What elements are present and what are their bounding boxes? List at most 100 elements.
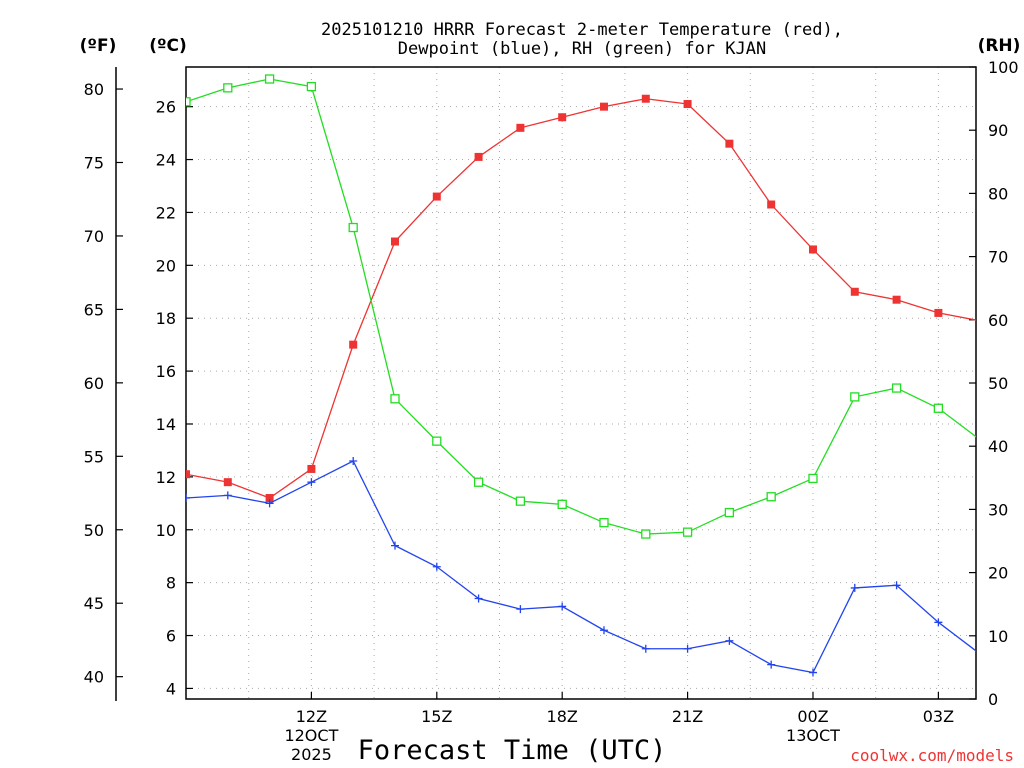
x-tick-label: 12OCT <box>284 726 338 745</box>
rh-point <box>641 529 651 539</box>
x-tick-label: 13OCT <box>786 726 840 745</box>
rh-tick-label: 20 <box>988 564 1008 583</box>
temperature-point <box>767 200 776 209</box>
rh-tick-label: 10 <box>988 627 1008 646</box>
dewpoint-point <box>683 644 692 653</box>
temperature-line <box>186 98 976 499</box>
fahrenheit-tick-label: 60 <box>84 374 104 393</box>
x-axis-label: Forecast Time (UTC) <box>358 735 667 766</box>
dewpoint-point <box>767 660 776 669</box>
dewpoint-point <box>349 457 358 466</box>
rh-point <box>724 507 735 518</box>
rh-point <box>850 392 860 402</box>
rh-point <box>682 527 693 537</box>
temperature-point <box>307 464 316 473</box>
dewpoint-point <box>516 605 525 614</box>
temperature-point <box>599 102 608 111</box>
rh-point <box>264 74 275 84</box>
dewpoint-point <box>599 626 608 635</box>
temperature-point <box>683 100 692 109</box>
rh-point <box>599 518 609 528</box>
fahrenheit-tick-label: 45 <box>84 594 104 613</box>
fahrenheit-tick-label: 65 <box>84 300 104 319</box>
rh-point <box>933 403 944 413</box>
rh-tick-label: 40 <box>988 437 1008 456</box>
celsius-tick-label: 6 <box>166 627 176 646</box>
gridlines <box>186 67 976 699</box>
dewpoint-point <box>474 594 483 603</box>
celsius-tick-label: 10 <box>156 521 176 540</box>
chart-title-line-2: Dewpoint (blue), RH (green) for KJAN <box>398 39 766 59</box>
dewpoint-point <box>432 562 441 571</box>
dewpoint-point <box>265 499 274 508</box>
dewpoint-line <box>186 460 976 674</box>
rh-point <box>766 492 776 502</box>
rh-point <box>891 383 902 393</box>
rh-point <box>557 499 567 509</box>
series-rh <box>186 74 976 539</box>
x-tick-label: 00Z <box>797 707 828 726</box>
celsius-unit-label: (ºC) <box>149 36 187 56</box>
temperature-point <box>390 237 399 246</box>
series-dewpoint <box>186 457 976 677</box>
credit-text: coolwx.com/models <box>850 746 1014 765</box>
rh-point <box>473 477 484 487</box>
x-tick-label: 03Z <box>923 707 954 726</box>
rh-tick-label: 30 <box>988 500 1008 519</box>
dewpoint-point <box>641 644 650 653</box>
celsius-tick-label: 4 <box>166 679 176 698</box>
temperature-point <box>934 308 943 317</box>
celsius-tick-label: 8 <box>166 574 176 593</box>
temperature-point <box>474 152 483 161</box>
dewpoint-point <box>725 636 734 645</box>
temperature-point <box>558 113 567 122</box>
celsius-tick-label: 12 <box>156 468 176 487</box>
celsius-tick-label: 24 <box>156 151 176 170</box>
series-temperature <box>186 94 976 503</box>
rh-tick-label: 0 <box>988 690 998 709</box>
celsius-tick-label: 22 <box>156 203 176 222</box>
temperature-point <box>892 295 901 304</box>
celsius-tick-label: 18 <box>156 309 176 328</box>
fahrenheit-tick-label: 55 <box>84 447 104 466</box>
celsius-tick-label: 20 <box>156 256 176 275</box>
fahrenheit-unit-label: (ºF) <box>80 36 117 56</box>
dewpoint-point <box>223 491 232 500</box>
fahrenheit-tick-label: 40 <box>84 668 104 687</box>
temperature-point <box>516 123 525 132</box>
temperature-point <box>186 470 190 479</box>
rh-point <box>808 473 818 484</box>
x-tick-label: 15Z <box>421 707 452 726</box>
fahrenheit-tick-label: 50 <box>84 521 104 540</box>
celsius-tick-label: 16 <box>156 362 176 381</box>
rh-line <box>186 78 976 535</box>
rh-tick-label: 90 <box>988 121 1008 140</box>
rh-tick-label: 100 <box>988 58 1019 77</box>
rh-tick-label: 50 <box>988 374 1008 393</box>
temperature-point <box>808 245 817 254</box>
rh-point <box>186 97 191 107</box>
dewpoint-point <box>558 602 567 611</box>
x-tick-label: 18Z <box>547 707 578 726</box>
temperature-point <box>432 192 441 201</box>
x-tick-label: 2025 <box>291 745 332 764</box>
rh-tick-label: 80 <box>988 184 1008 203</box>
x-tick-label: 12Z <box>296 707 327 726</box>
x-tick-label: 21Z <box>672 707 703 726</box>
series-layer <box>186 74 976 677</box>
dewpoint-point <box>307 478 316 487</box>
dewpoint-point <box>892 581 901 590</box>
celsius-tick-label: 26 <box>156 98 176 117</box>
axes: 4 6 8 10 12 14 16 18 20 22 24 26 40 45 50 55 60 65 70 75 80 0… <box>84 58 1019 764</box>
dewpoint-point <box>390 541 399 550</box>
dewpoint-point <box>850 583 859 592</box>
temperature-point <box>641 94 650 103</box>
rh-tick-label: 70 <box>988 248 1008 267</box>
dewpoint-point <box>186 494 190 503</box>
rh-point <box>390 394 400 404</box>
fahrenheit-tick-label: 75 <box>84 153 104 172</box>
temperature-point <box>850 287 859 296</box>
rh-point <box>432 436 442 446</box>
fahrenheit-tick-label: 80 <box>84 80 104 99</box>
